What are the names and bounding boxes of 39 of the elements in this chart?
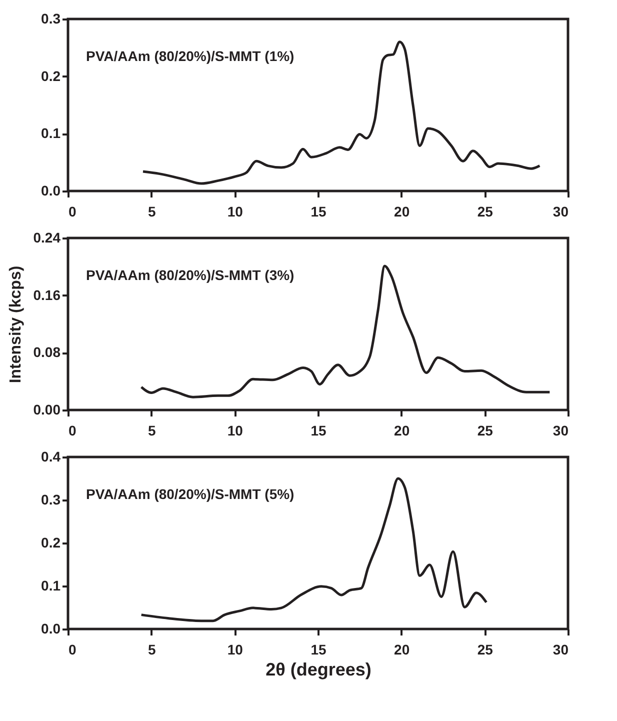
- x-axis-title: 2θ (degrees): [266, 660, 372, 680]
- x-tick-label: 10: [227, 642, 244, 658]
- annotation: PVA/AAm (80/20%)/S-MMT (5%): [86, 486, 294, 502]
- x-tick-label: 30: [552, 642, 569, 658]
- y-tick-label: 0.3: [41, 492, 61, 508]
- y-tick-label: 0.0: [41, 620, 61, 636]
- y-tick-label: 0.3: [41, 10, 61, 26]
- x-tick-label: 15: [310, 422, 326, 438]
- x-tick-label: 20: [394, 204, 410, 220]
- x-tick-label: 15: [310, 204, 326, 220]
- x-tick-label: 25: [477, 642, 494, 658]
- x-tick-label: 10: [227, 204, 244, 220]
- y-tick-label: 0.4: [41, 448, 61, 464]
- x-tick-label: 0: [68, 204, 76, 220]
- x-tick-label: 20: [394, 642, 410, 658]
- y-tick-label: 0.0: [41, 182, 61, 198]
- x-tick-label: 25: [477, 422, 494, 438]
- x-tick-label: 20: [394, 422, 410, 438]
- x-tick-label: 30: [552, 422, 569, 438]
- x-tick-label: 5: [148, 422, 156, 438]
- y-tick-label: 0.1: [41, 125, 61, 142]
- x-tick-label: 15: [310, 642, 326, 658]
- annotation: PVA/AAm (80/20%)/S-MMT (1%): [86, 48, 294, 64]
- y-tick-label: 0.00: [33, 402, 61, 418]
- x-tick-label: 5: [148, 642, 156, 658]
- x-tick-label: 25: [477, 204, 494, 220]
- x-tick-label: 10: [227, 422, 244, 438]
- annotation: PVA/AAm (80/20%)/S-MMT (3%): [86, 267, 294, 283]
- x-tick-label: 5: [148, 204, 156, 220]
- y-tick-label: 0.08: [33, 344, 61, 360]
- y-tick-label: 0.2: [41, 534, 61, 550]
- y-tick-label: 0.1: [41, 578, 61, 594]
- y-axis-title: Intensity (kcps): [7, 266, 24, 384]
- y-tick-label: 0.24: [33, 230, 61, 246]
- x-tick-label: 0: [68, 422, 76, 438]
- y-tick-label: 0.16: [33, 286, 61, 303]
- x-tick-label: 30: [552, 204, 569, 220]
- x-tick-label: 0: [68, 642, 76, 658]
- y-tick-label: 0.2: [41, 68, 61, 84]
